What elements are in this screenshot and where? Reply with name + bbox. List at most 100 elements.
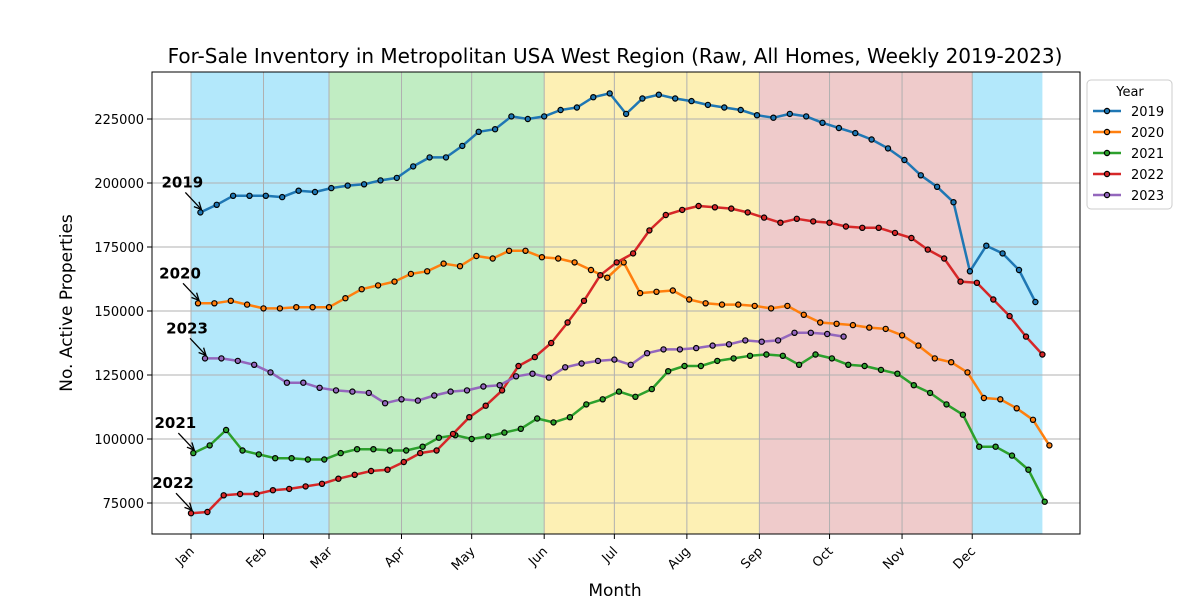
data-point-2020 (211, 300, 218, 307)
data-point-2019 (672, 95, 679, 102)
annotation-label-2020: 2020 (159, 264, 201, 282)
data-point-2020 (391, 278, 398, 285)
series-line-2019 (199, 92, 1037, 303)
data-point-2022 (810, 218, 817, 225)
chart-title: For-Sale Inventory in Metropolitan USA W… (168, 44, 1063, 68)
data-point-2021 (812, 351, 819, 358)
y-tick-label: 150000 (94, 305, 144, 320)
data-point-2023 (676, 346, 684, 353)
legend-marker-2019 (1103, 107, 1111, 115)
data-point-2022 (433, 447, 440, 454)
data-point-2022 (793, 215, 801, 222)
data-point-2022 (662, 211, 670, 219)
data-point-2021 (632, 393, 639, 400)
series-2021 (190, 351, 1048, 505)
data-point-2021 (828, 355, 836, 362)
data-point-2023 (267, 369, 274, 376)
data-point-2021 (746, 352, 754, 359)
y-tick-label: 200000 (94, 177, 144, 192)
data-point-2023 (693, 344, 700, 352)
data-point-2023 (709, 342, 716, 349)
data-point-2020 (1046, 442, 1053, 449)
data-point-2019 (999, 250, 1006, 257)
data-point-2023 (807, 329, 815, 336)
data-point-2022 (236, 490, 244, 498)
data-point-2022 (417, 449, 424, 457)
data-point-2021 (943, 401, 950, 408)
data-point-2021 (386, 447, 393, 454)
data-point-2020 (522, 247, 529, 254)
data-point-2020 (473, 252, 480, 260)
data-point-2022 (564, 319, 571, 326)
data-point-2020 (407, 270, 415, 278)
legend: Year 2019 2020 2021 2022 2023 (1086, 79, 1173, 210)
data-point-2023 (463, 387, 471, 394)
data-point-2022 (973, 279, 981, 286)
data-point-2023 (791, 329, 798, 336)
series-line-2023 (205, 331, 844, 405)
data-point-2019 (819, 119, 826, 127)
data-point-2021 (206, 442, 213, 449)
data-point-2022 (286, 485, 293, 493)
data-point-2021 (615, 388, 623, 395)
annotation-label-2021: 2021 (154, 414, 196, 432)
data-point-2021 (763, 351, 770, 358)
data-point-2021 (419, 443, 426, 450)
data-point-2021 (534, 415, 541, 422)
annotation-arrow-2022 (175, 492, 193, 511)
data-point-2021 (894, 370, 901, 377)
x-tick-label: Feb (243, 544, 270, 571)
data-point-2021 (1008, 452, 1016, 459)
season-band-spring (329, 72, 545, 534)
data-point-2019 (442, 154, 450, 161)
data-point-2023 (529, 370, 536, 377)
data-point-2022 (531, 353, 539, 361)
x-tick-label: Aug (665, 544, 694, 573)
data-point-2022 (1039, 351, 1046, 358)
data-point-2023 (349, 388, 356, 395)
data-point-2022 (466, 414, 473, 421)
data-point-2021 (910, 382, 918, 389)
data-point-2021 (190, 449, 197, 457)
x-tick-label: Dec (951, 544, 979, 572)
data-point-2023 (283, 379, 291, 386)
data-point-2022 (1006, 312, 1013, 320)
data-point-2019 (344, 182, 351, 189)
data-point-2022 (1022, 333, 1030, 340)
x-axis-ticks: Jan Feb Mar Apr May Jun Jul Aug Sep Oct Nov Dec (172, 534, 979, 574)
data-point-2022 (744, 209, 751, 216)
data-point-2021 (1041, 498, 1048, 505)
data-point-2021 (484, 433, 492, 440)
data-point-2020 (587, 266, 595, 274)
data-point-2020 (751, 302, 758, 310)
data-point-2020 (276, 305, 284, 312)
data-point-2021 (926, 389, 934, 397)
x-tick-label: Jun (525, 544, 551, 570)
data-point-2019 (639, 95, 646, 102)
data-point-2022 (367, 467, 375, 475)
data-point-2021 (845, 361, 852, 368)
data-point-2019 (622, 110, 630, 118)
data-point-2020 (571, 259, 578, 266)
data-point-2021 (795, 361, 803, 368)
data-point-2020 (538, 254, 546, 261)
legend-entry-2020: 2020 (1131, 126, 1164, 141)
series-2020 (194, 247, 1053, 449)
y-tick-label: 75000 (103, 497, 144, 512)
annotation-arrowhead-2020 (191, 292, 201, 302)
data-point-2023 (611, 356, 618, 363)
data-point-2020 (686, 296, 693, 303)
season-band-summer (544, 72, 760, 534)
data-point-2022 (875, 224, 882, 231)
annotation-arrowhead-2021 (186, 442, 196, 452)
data-point-2022 (400, 458, 407, 466)
annotation-arrowhead-2023 (198, 347, 208, 357)
data-point-2019 (475, 128, 482, 135)
data-point-2019 (410, 163, 417, 170)
data-point-2023 (496, 382, 503, 389)
data-point-2019 (933, 183, 941, 190)
annotation-arrow-2020 (182, 282, 200, 301)
data-point-2022 (695, 202, 702, 210)
data-point-2022 (646, 227, 653, 234)
data-point-2019 (197, 209, 204, 216)
